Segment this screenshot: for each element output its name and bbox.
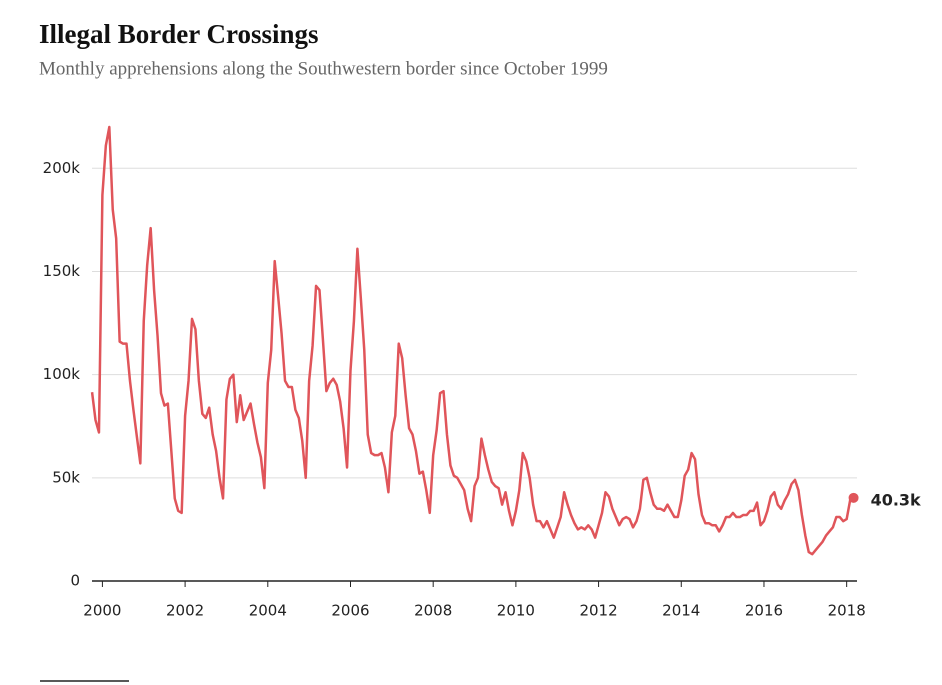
x-tick-label: 2002 (166, 602, 204, 620)
x-tick-label: 2016 (745, 602, 783, 620)
x-tick-label: 2012 (579, 602, 617, 620)
data-line (90, 125, 855, 556)
end-label: 40.3k (871, 490, 921, 509)
x-tick-label: 2010 (497, 602, 535, 620)
y-tick-label: 50k (52, 468, 80, 486)
y-tick-label: 200k (43, 159, 81, 177)
end-dot (848, 492, 859, 503)
x-tick-label: 2018 (828, 602, 866, 620)
chart-subtitle: Monthly apprehensions along the Southwes… (39, 58, 608, 79)
x-tick-label: 2004 (249, 602, 287, 620)
x-tick-label: 2006 (331, 602, 369, 620)
y-tick-label: 0 (70, 572, 80, 590)
chart-title: Illegal Border Crossings (39, 19, 319, 49)
x-tick-label: 2008 (414, 602, 452, 620)
y-tick-label: 150k (43, 262, 81, 280)
x-tick-label: 2000 (83, 602, 121, 620)
x-tick-label: 2014 (662, 602, 700, 620)
y-tick-label: 100k (43, 365, 81, 383)
